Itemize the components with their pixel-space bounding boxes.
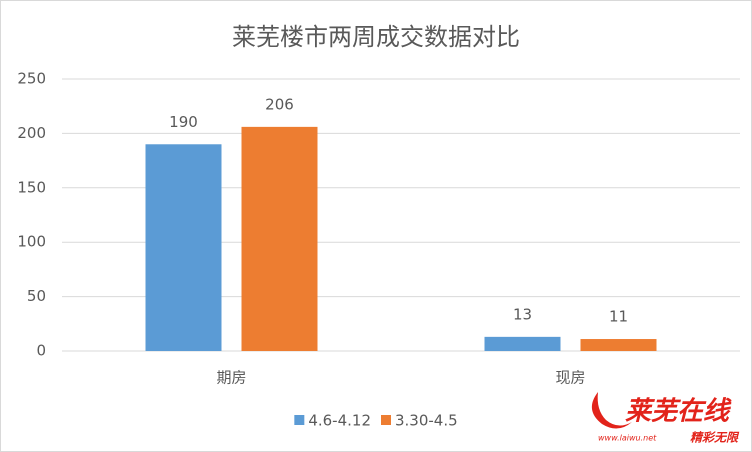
legend-swatch [381,415,391,425]
data-label: 206 [265,95,294,113]
watermark-url: www.laiwu.net [598,434,657,443]
x-tick-label: 现房 [555,369,585,387]
data-label: 11 [609,308,628,326]
legend-label: 3.30-4.5 [395,412,458,430]
bar [580,339,657,351]
y-tick-label: 150 [17,178,46,196]
legend-label: 4.6-4.12 [308,412,371,430]
bar [241,126,318,351]
bar [484,336,561,351]
watermark-slogan: 精彩无限 [690,431,740,445]
y-tick-label: 50 [27,287,46,305]
data-label: 190 [169,113,198,131]
bar [145,144,222,351]
y-tick-label: 250 [17,70,46,88]
chart-title: 莱芜楼市两周成交数据对比 [232,23,520,51]
y-tick-label: 0 [36,342,46,360]
watermark-text: 莱芜在线 [625,397,732,427]
y-tick-label: 100 [17,233,46,251]
legend-swatch [294,415,305,425]
watermark-logo [591,392,632,429]
x-tick-label: 期房 [216,369,246,387]
watermark: 莱芜在线 www.laiwu.net 精彩无限 [591,392,740,445]
data-label: 13 [513,305,532,323]
y-tick-label: 200 [17,124,46,142]
